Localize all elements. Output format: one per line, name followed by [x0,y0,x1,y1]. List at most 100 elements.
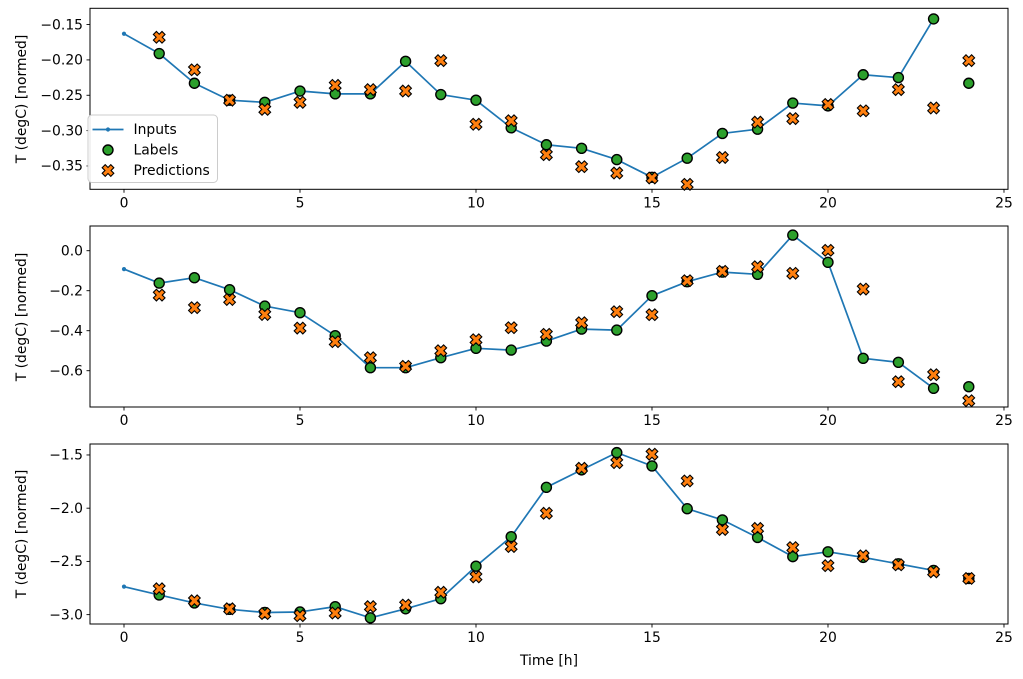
predictions-marker [574,316,589,330]
x-axis-label: Time [h] [519,652,579,669]
predictions-marker [469,117,483,131]
predictions-marker [504,539,518,554]
predictions-marker [574,160,589,174]
predictions-marker [856,104,870,118]
x-tick-label: 0 [120,413,129,429]
x-tick-label: 0 [120,630,129,646]
legend-labels-circle-icon [102,144,114,156]
predictions-marker [574,461,589,475]
predictions-marker [610,166,624,180]
y-tick-label: −0.20 [40,53,83,69]
inputs-line [123,451,934,619]
labels-marker [857,352,869,364]
legend-label: Predictions [134,163,210,179]
predictions-marker [962,54,976,68]
predictions-marker [504,321,518,335]
labels-marker [963,77,975,89]
labels-marker [751,531,764,544]
inputs-marker [121,584,127,589]
predictions-marker [222,93,237,107]
y-axis-label-middle: T (degC) [normed] [14,252,30,381]
inputs-marker [121,31,127,36]
predictions-marker [363,82,378,97]
predictions-marker [750,521,765,536]
x-tick-label: 25 [995,413,1013,429]
y-tick-label: −2.0 [49,501,83,517]
predictions-marker [152,582,166,596]
predictions-marker [539,327,554,341]
legend-inputs-dot-icon [105,127,111,132]
labels-marker [892,356,905,368]
predictions-marker [821,243,835,257]
predictions-marker [856,549,870,563]
x-tick-label: 5 [296,413,305,429]
legend-label: Inputs [134,122,177,138]
predictions-marker [434,585,448,599]
x-tick-label: 20 [819,413,837,429]
inputs-line [123,234,935,389]
predictions-marker [926,368,941,382]
predictions-marker [645,447,659,461]
predictions-marker [856,282,870,296]
y-tick-label: −2.5 [49,554,83,570]
plot-frame [89,443,1009,625]
legend: Inputs Labels Predictions [87,114,218,183]
labels-marker [646,290,658,302]
y-tick-label: −0.4 [49,323,83,339]
predictions-marker [152,30,166,44]
y-tick-label: −3.0 [49,607,83,623]
x-tick-label: 25 [995,195,1013,211]
predictions-marker [645,171,659,185]
labels-marker [681,152,693,164]
x-tick-label: 20 [819,630,837,646]
predictions-marker [293,321,307,335]
predictions-marker [680,274,694,288]
x-tick-label: 15 [643,195,661,211]
labels-marker [611,324,623,336]
labels-marker [470,560,482,572]
plot-frame [89,225,1009,408]
predictions-marker [258,307,272,322]
y-tick-label: −0.30 [40,123,83,139]
predictions-marker [786,111,800,126]
predictions-marker [715,522,730,537]
labels-marker [505,344,517,356]
x-tick-label: 20 [819,195,837,211]
y-tick-label: −0.2 [49,283,83,299]
legend-box [87,114,218,183]
labels-marker [822,546,834,558]
labels-marker [611,153,623,166]
predictions-marker [962,571,976,586]
predictions-marker [469,333,483,347]
x-tick-label: 5 [296,630,305,646]
labels-marker [787,550,799,563]
predictions-marker [434,344,448,358]
y-tick-label: −0.6 [49,363,83,379]
predictions-marker [786,266,800,280]
labels-marker [153,47,165,60]
predictions-marker [610,456,624,470]
predictions-marker [680,474,694,488]
labels-marker [364,362,377,374]
labels-marker [575,142,588,154]
legend-label: Labels [134,143,179,159]
labels-marker [646,460,658,472]
predictions-marker [891,558,905,572]
labels-marker [153,277,165,289]
legend-predictions-x-icon [101,163,115,178]
predictions-marker [398,598,413,612]
x-tick-label: 15 [643,413,661,429]
predictions-marker [715,150,730,165]
labels-marker [716,127,729,140]
y-tick-label: −0.25 [40,88,83,104]
predictions-marker [715,264,730,278]
predictions-marker [152,288,166,302]
labels-marker [294,307,306,319]
predictions-marker [328,78,342,92]
labels-marker [963,381,975,393]
predictions-marker [891,82,905,97]
predictions-marker [750,115,765,129]
labels-marker [399,55,412,68]
predictions-marker [187,301,202,315]
